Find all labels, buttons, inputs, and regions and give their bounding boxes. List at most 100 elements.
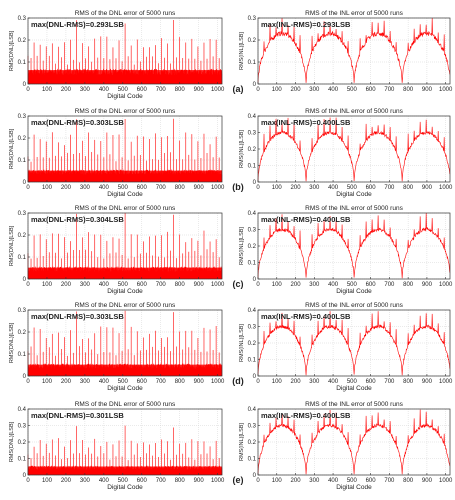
- max-annotation: max(DNL-RMS)=0.303LSB: [31, 118, 124, 127]
- x-tick-label: 0: [256, 379, 260, 385]
- y-tick-label: 0: [23, 180, 27, 186]
- x-tick-label: 600: [366, 282, 377, 288]
- y-tick-label: 0.2: [248, 147, 257, 153]
- chart-title: RMS of the DNL error of 5000 runs: [75, 205, 176, 212]
- y-tick-label: 0: [253, 277, 257, 283]
- chart-e-dnl: RMS of the DNL error of 5000 runs 0 0.1 0.2…: [9, 401, 225, 491]
- panel-label: (a): [233, 84, 244, 94]
- x-tick-label: 700: [156, 185, 167, 191]
- x-tick-label: 1000: [439, 282, 453, 288]
- x-tick-label: 800: [175, 185, 186, 191]
- y-axis-label: RMS(DNL)[LSB]: [9, 225, 15, 266]
- x-tick-label: 100: [272, 379, 283, 385]
- chart-title: RMS of the INL error of 5000 runs: [305, 401, 403, 408]
- y-tick-label: 0.3: [248, 16, 257, 22]
- x-tick-label: 300: [80, 379, 91, 385]
- y-tick-label: 0.2: [18, 38, 27, 44]
- y-axis-label: RMS(INL)[LSB]: [239, 227, 245, 265]
- x-tick-label: 0: [26, 478, 30, 484]
- y-tick-label: 0.1: [18, 457, 27, 463]
- x-tick-label: 800: [403, 478, 414, 484]
- x-tick-label: 1000: [439, 185, 453, 191]
- series-dnl: [27, 118, 223, 182]
- x-tick-label: 900: [422, 282, 433, 288]
- x-tick-label: 600: [366, 87, 377, 93]
- x-tick-label: 0: [26, 282, 30, 288]
- x-tick-label: 300: [309, 478, 320, 484]
- x-tick-label: 500: [347, 185, 358, 191]
- chart-a-dnl: RMS of the DNL error of 5000 runs 0 0.1 0.2…: [9, 10, 225, 100]
- x-tick-label: 0: [256, 282, 260, 288]
- x-tick-label: 300: [80, 478, 91, 484]
- x-tick-label: 400: [328, 282, 339, 288]
- x-tick-label: 100: [272, 282, 283, 288]
- x-tick-label: 900: [194, 185, 205, 191]
- y-tick-label: 0.3: [18, 114, 27, 120]
- y-tick-label: 0.2: [248, 440, 257, 446]
- x-tick-label: 100: [42, 379, 53, 385]
- y-tick-label: 0.1: [18, 352, 27, 358]
- chart-b-inl: RMS of the INL error of 5000 runs 0 0.1 0.2…: [239, 108, 453, 198]
- y-tick-label: 0.4: [248, 114, 257, 120]
- x-tick-label: 1000: [211, 87, 225, 93]
- x-tick-label: 700: [384, 478, 395, 484]
- y-tick-label: 0.2: [248, 341, 257, 347]
- max-annotation: max(INL-RMS)=0.400LSB: [261, 215, 351, 224]
- x-tick-label: 500: [347, 282, 358, 288]
- chart-title: RMS of the DNL error of 5000 runs: [75, 108, 176, 115]
- chart-title: RMS of the DNL error of 5000 runs: [75, 302, 176, 309]
- x-axis-label: Digital Code: [336, 385, 372, 392]
- y-tick-label: 0: [23, 277, 27, 283]
- y-tick-label: 0: [253, 473, 257, 479]
- x-tick-label: 400: [99, 87, 110, 93]
- x-tick-label: 100: [42, 185, 53, 191]
- x-tick-label: 100: [42, 478, 53, 484]
- plot-frame: [257, 17, 451, 85]
- x-tick-label: 1000: [211, 478, 225, 484]
- max-annotation: max(DNL-RMS)=0.304LSB: [31, 215, 124, 224]
- x-tick-label: 100: [42, 282, 53, 288]
- x-tick-label: 400: [99, 282, 110, 288]
- x-tick-label: 600: [137, 282, 148, 288]
- y-tick-label: 0: [23, 82, 27, 88]
- y-axis-label: RMS(INL)[LSB]: [239, 324, 245, 362]
- x-tick-label: 200: [61, 185, 72, 191]
- x-tick-label: 100: [272, 87, 283, 93]
- x-tick-label: 300: [309, 87, 320, 93]
- x-tick-label: 500: [347, 379, 358, 385]
- x-axis-label: Digital Code: [107, 191, 143, 198]
- x-tick-label: 700: [156, 478, 167, 484]
- max-annotation: max(DNL-RMS)=0.303LSB: [31, 312, 124, 321]
- max-annotation: max(INL-RMS)=0.400LSB: [261, 411, 351, 420]
- x-tick-label: 600: [366, 478, 377, 484]
- x-axis-label: Digital Code: [336, 288, 372, 295]
- chart-c-inl: RMS of the INL error of 5000 runs 0 0.1 0.2…: [239, 205, 453, 295]
- chart-d-inl: RMS of the INL error of 5000 runs 0 0.1 0.2…: [239, 302, 453, 392]
- y-tick-label: 0.2: [18, 440, 27, 446]
- y-tick-label: 0.2: [248, 38, 257, 44]
- x-tick-label: 1000: [439, 379, 453, 385]
- y-tick-label: 0.4: [248, 308, 257, 314]
- y-tick-label: 0.2: [18, 330, 27, 336]
- x-tick-label: 600: [366, 185, 377, 191]
- chart-title: RMS of the INL error of 5000 runs: [305, 205, 403, 212]
- x-tick-label: 500: [118, 185, 129, 191]
- x-tick-label: 900: [422, 478, 433, 484]
- x-tick-label: 100: [272, 478, 283, 484]
- plot-frame: [27, 212, 223, 280]
- x-tick-label: 1000: [211, 185, 225, 191]
- chart-b-dnl: RMS of the DNL error of 5000 runs 0 0.1 0.2…: [9, 108, 225, 198]
- series-inl: [257, 311, 451, 376]
- y-axis-label: RMS(DNL)[LSB]: [9, 421, 15, 462]
- chart-title: RMS of the INL error of 5000 runs: [305, 302, 403, 309]
- chart-a-inl: RMS of the INL error of 5000 runs 0 0.1 0.2…: [239, 10, 453, 93]
- y-tick-label: 0.2: [18, 136, 27, 142]
- y-tick-label: 0.1: [248, 358, 257, 364]
- y-tick-label: 0.3: [18, 211, 27, 217]
- series-inl: [257, 17, 451, 83]
- chart-e-inl: RMS of the INL error of 5000 runs 0 0.1 0.2…: [239, 401, 453, 491]
- x-tick-label: 900: [194, 478, 205, 484]
- y-tick-label: 0.3: [18, 424, 27, 430]
- x-tick-label: 500: [118, 478, 129, 484]
